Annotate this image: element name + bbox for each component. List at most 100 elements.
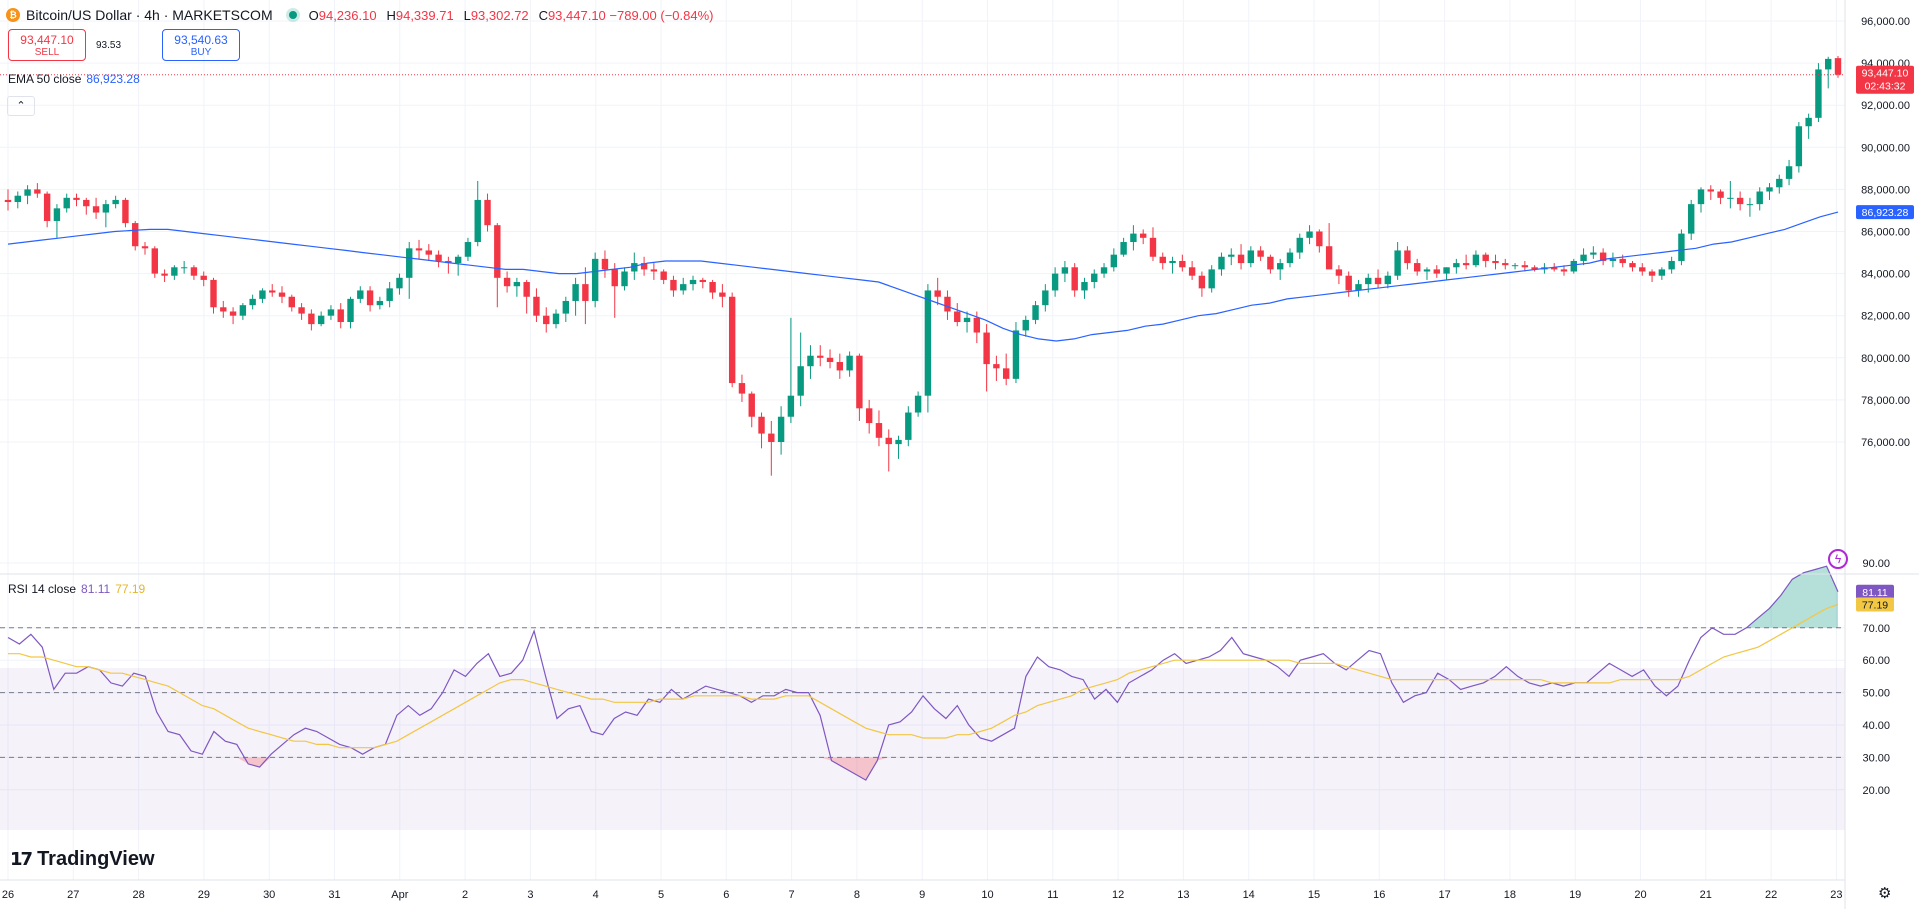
rsi-tick-label: 90.00 <box>1862 558 1890 570</box>
candle-body <box>631 263 638 272</box>
candle-body <box>963 317 971 323</box>
candle <box>1697 187 1705 213</box>
price-tick-label: 80,000.00 <box>1861 353 1910 365</box>
candle-body <box>249 298 256 306</box>
candle-body <box>1678 233 1685 261</box>
candle <box>454 254 462 276</box>
candle-body <box>161 273 168 276</box>
candle-body <box>474 199 481 243</box>
rsi-value-badge: 81.11 <box>1856 584 1894 599</box>
candle-body <box>1492 260 1499 264</box>
candle <box>1453 258 1460 274</box>
candle <box>1727 180 1734 209</box>
candle-body <box>640 263 648 270</box>
buy-price: 93,540.63 <box>174 33 228 47</box>
candle-body <box>562 300 570 314</box>
time-tick-label: 12 <box>1112 889 1124 901</box>
candle <box>406 242 413 299</box>
time-tick-label: 20 <box>1634 889 1646 901</box>
candle <box>1394 242 1401 280</box>
ema-badge-text: 86,923.28 <box>1862 207 1909 219</box>
settings-gear-icon[interactable]: ⚙ <box>1878 885 1892 902</box>
candle <box>278 286 286 304</box>
candle-body <box>846 355 853 371</box>
candle-body <box>347 298 354 323</box>
candle <box>856 353 863 421</box>
candle-body <box>914 395 922 413</box>
candle-body <box>1002 368 1010 379</box>
ema-legend[interactable]: EMA 50 close 86,923.28 <box>8 72 140 86</box>
candle-body <box>220 307 227 312</box>
candle-body <box>1648 271 1656 276</box>
candle <box>1795 122 1803 173</box>
candle <box>582 267 589 325</box>
candle <box>1374 269 1382 289</box>
candle <box>1091 269 1098 289</box>
ohlc-values: O94,236.10 H94,339.71 L93,302.72 C93,447… <box>308 8 714 23</box>
rsi-axis[interactable]: 90.00 70.00 60.00 50.00 40.00 30.00 20.00 <box>1862 558 1890 797</box>
time-tick-label: 29 <box>198 889 210 901</box>
candle <box>1002 353 1010 386</box>
candle <box>1012 322 1020 384</box>
bolt-icon[interactable]: ϟ <box>1828 549 1848 569</box>
candle-body <box>1580 254 1587 261</box>
candle-body <box>1766 187 1773 192</box>
market-status-icon[interactable] <box>288 11 297 19</box>
candle-body <box>278 292 286 297</box>
candle <box>1658 267 1666 280</box>
candle <box>865 399 873 434</box>
candle-body <box>543 315 550 325</box>
rsi-legend[interactable]: RSI 14 close 81.11 77.19 <box>8 582 145 596</box>
candle-body <box>680 284 687 291</box>
candle-body <box>523 282 530 297</box>
candle-body <box>572 284 579 301</box>
candle <box>1208 265 1215 293</box>
candle-body <box>895 439 902 445</box>
candle <box>415 239 423 259</box>
time-axis[interactable]: 26 27 28 29 30 31 Apr 2 3 4 5 6 7 8 9 10 11 12 13 14 15 16 17 1… <box>2 889 1843 901</box>
candle-body <box>944 296 951 312</box>
candle <box>836 353 844 379</box>
candle-body <box>484 199 491 226</box>
candle <box>435 250 442 268</box>
candle-body <box>43 193 51 221</box>
ohlc-close-change: 93,447.10 −789.00 (−0.84%) <box>547 8 714 23</box>
candle <box>1159 252 1166 270</box>
candle-body <box>53 208 61 221</box>
candle <box>777 406 785 455</box>
time-tick-label: 13 <box>1177 889 1189 901</box>
candle <box>445 256 452 274</box>
rsi-tick-label: 70.00 <box>1862 623 1890 635</box>
candle-body <box>317 315 325 325</box>
candle <box>151 246 158 278</box>
candle <box>1247 246 1255 268</box>
candle <box>817 345 824 367</box>
price-tick-label: 76,000.00 <box>1861 437 1910 449</box>
candle-body <box>503 277 511 287</box>
candle-body <box>748 393 755 417</box>
candle <box>1120 237 1127 257</box>
candle <box>1443 267 1450 280</box>
candle-body <box>24 189 31 196</box>
candle-body <box>1335 269 1343 276</box>
candle <box>1688 199 1695 240</box>
candle-body <box>650 269 658 272</box>
candle <box>122 197 129 228</box>
rsi-overbought-fill <box>8 566 1838 628</box>
buy-button[interactable]: 93,540.63 BUY <box>162 29 240 61</box>
symbol-title[interactable]: Bitcoin/US Dollar · 4h · MARKETSCOM <box>26 7 273 23</box>
candle <box>1188 260 1196 280</box>
candle <box>298 303 305 320</box>
price-tick-label: 90,000.00 <box>1861 142 1910 154</box>
collapse-legend-button[interactable]: ⌃ <box>7 96 35 116</box>
candle-body <box>132 223 139 247</box>
sell-button[interactable]: 93,447.10 SELL <box>8 29 86 61</box>
candle-body <box>1394 250 1401 276</box>
candle <box>993 355 1000 381</box>
time-tick-label: 11 <box>1047 889 1058 901</box>
candle-body <box>1825 58 1832 70</box>
tradingview-logo[interactable]: 𝟭𝟳 TradingView <box>10 848 155 871</box>
candle <box>92 197 100 219</box>
candle-body <box>63 197 70 209</box>
